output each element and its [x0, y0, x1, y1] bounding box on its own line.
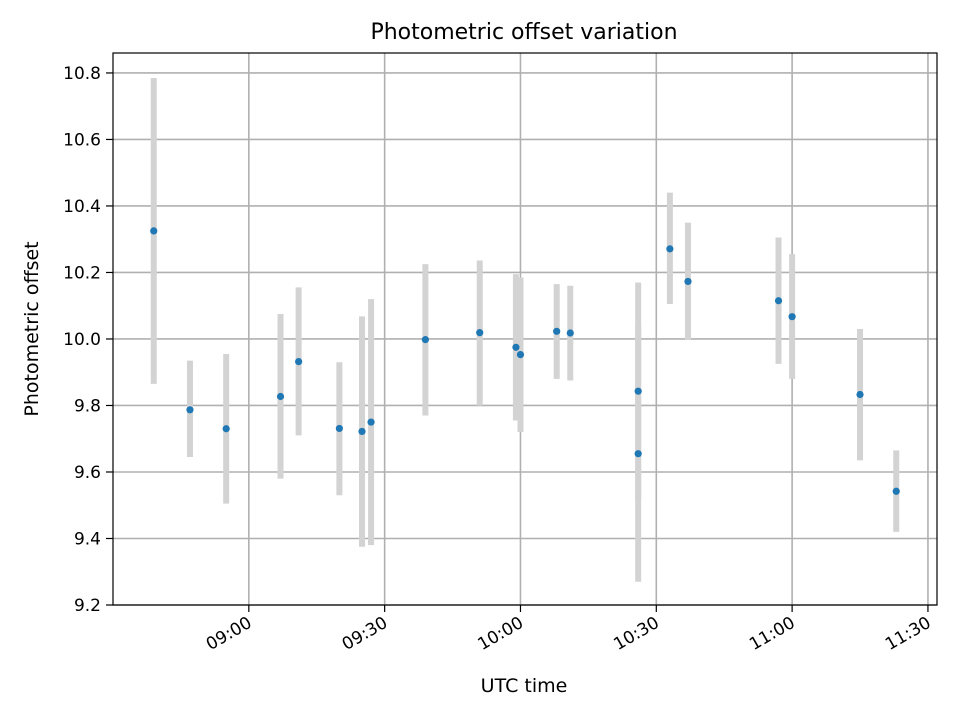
y-tick-label: 9.2: [74, 596, 101, 616]
y-axis-label: Photometric offset: [21, 241, 43, 416]
gridlines: [113, 53, 937, 606]
data-point: [856, 390, 864, 399]
y-tick-label: 9.8: [74, 396, 101, 416]
y-tick-label: 10.0: [63, 330, 101, 350]
data-point: [358, 427, 366, 436]
data-point: [684, 277, 692, 286]
chart-title: Photometric offset variation: [370, 20, 677, 45]
data-point: [421, 336, 429, 344]
data-point: [335, 424, 343, 433]
y-tick-label: 10.6: [63, 130, 101, 150]
y-tick-label: 10.4: [63, 197, 101, 217]
data-point: [186, 406, 194, 414]
data-point: [367, 418, 375, 426]
data-point: [516, 351, 525, 359]
data-point: [512, 343, 520, 351]
y-tick-label: 9.4: [74, 529, 101, 549]
data-point: [150, 227, 158, 235]
data-point: [774, 297, 783, 305]
data-point: [222, 425, 230, 433]
data-point: [788, 313, 796, 321]
data-point: [295, 357, 303, 366]
data-point: [892, 487, 900, 495]
y-axis-ticks: 9.2 9.4 9.6 9.8 10.0 10.2 10.4 10.6 10.8: [63, 64, 113, 616]
data-point: [476, 329, 484, 337]
x-axis-label: UTC time: [481, 675, 568, 697]
data-points: [150, 227, 900, 495]
y-tick-label: 10.8: [63, 64, 101, 84]
plot-frame: [112, 52, 938, 606]
data-point: [666, 245, 674, 253]
data-point: [634, 450, 642, 458]
data-point: [553, 327, 561, 335]
y-tick-label: 9.6: [74, 463, 101, 483]
y-tick-label: 10.2: [63, 263, 101, 283]
data-point: [566, 329, 574, 337]
data-point: [276, 392, 285, 401]
data-point: [634, 387, 642, 395]
